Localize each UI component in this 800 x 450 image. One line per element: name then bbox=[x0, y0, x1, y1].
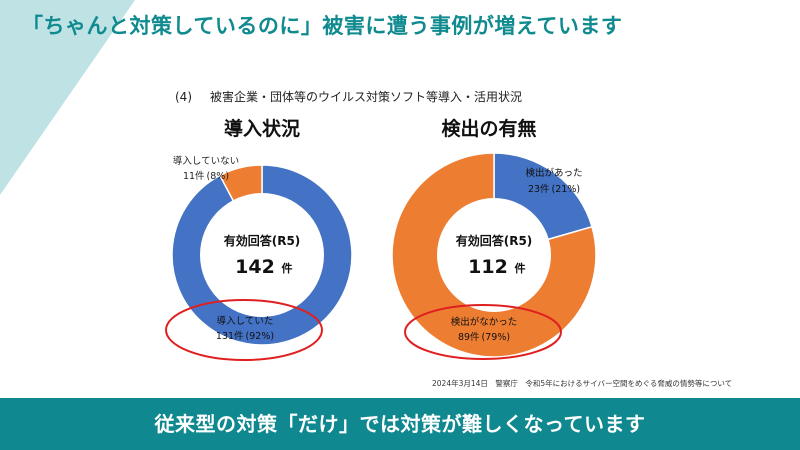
banner-text: 従来型の対策「だけ」では対策が難しくなっています bbox=[154, 412, 646, 436]
figure-caption: (4) 被害企業・団体等のウイルス対策ソフト等導入・活用状況 bbox=[175, 88, 522, 105]
chart-title-detection: 検出の有無 bbox=[441, 118, 537, 140]
donut-chart-introduction: 有効回答(R5) 142 件 導入していない 11件 (8%) 導入していた 13… bbox=[165, 155, 353, 361]
donut-chart-detection: 有効回答(R5) 112 件 検出があった 23件 (21%) 検出がなかった 8… bbox=[391, 152, 597, 360]
bottom-banner: 従来型の対策「だけ」では対策が難しくなっています bbox=[0, 398, 800, 450]
slice-value-detected: 23件 (21%) bbox=[528, 183, 580, 195]
donut-hole bbox=[437, 198, 551, 312]
total-unit: 件 bbox=[515, 261, 526, 275]
total-unit: 件 bbox=[282, 261, 293, 275]
slice-label-not-detected: 検出がなかった bbox=[451, 316, 518, 328]
slice-label-installed: 導入していた bbox=[217, 315, 274, 327]
total-count: 142 bbox=[235, 256, 275, 278]
highlight-ellipse-not-detected bbox=[404, 304, 562, 360]
slice-value-not-detected: 89件 (79%) bbox=[458, 331, 510, 343]
slice-value-not-installed: 11件 (8%) bbox=[183, 170, 229, 182]
chart-title-introduction: 導入状況 bbox=[223, 118, 300, 140]
page-title: 「ちゃんと対策しているのに」被害に遭う事例が増えています bbox=[22, 14, 623, 38]
slice-label-detected: 検出があった bbox=[525, 167, 582, 179]
total-count: 112 bbox=[468, 256, 508, 278]
source-note: 2024年3月14日 警察庁 令和5年におけるサイバー空間をめぐる脅威の情勢等に… bbox=[432, 379, 733, 388]
donut-hole bbox=[200, 193, 324, 317]
figure-number: (4) bbox=[175, 90, 192, 104]
highlight-ellipse-installed bbox=[165, 299, 323, 361]
slice-value-installed: 131件 (92%) bbox=[216, 330, 274, 342]
slice-label-not-installed: 導入していない bbox=[173, 155, 239, 167]
center-label: 有効回答(R5) bbox=[456, 233, 533, 248]
center-label: 有効回答(R5) bbox=[224, 233, 301, 248]
figure-heading: 被害企業・団体等のウイルス対策ソフト等導入・活用状況 bbox=[210, 90, 523, 104]
